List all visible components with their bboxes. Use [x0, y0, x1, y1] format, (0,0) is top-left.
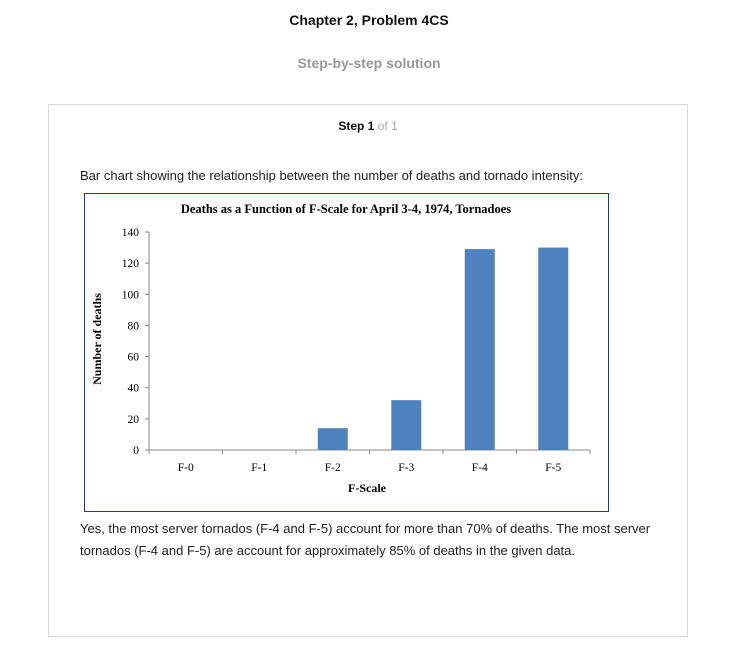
- step-heading: Step 1 of 1: [49, 119, 687, 133]
- intro-text: Bar chart showing the relationship betwe…: [80, 168, 583, 183]
- x-tick-label: F-4: [472, 462, 488, 474]
- y-tick-label: 100: [122, 289, 140, 301]
- chart-frame: Deaths as a Function of F-Scale for Apri…: [84, 193, 609, 512]
- x-tick-label: F-3: [398, 462, 414, 474]
- y-tick-label: 40: [128, 383, 140, 395]
- conclusion-text: Yes, the most server tornados (F-4 and F…: [80, 521, 651, 558]
- bar: [464, 249, 495, 450]
- bar: [538, 247, 569, 450]
- y-tick-label: 20: [128, 414, 140, 426]
- solution-card: Step 1 of 1 Bar chart showing the relati…: [48, 104, 688, 637]
- y-tick-label: 140: [122, 227, 140, 239]
- y-tick-label: 80: [128, 320, 140, 332]
- bar: [317, 428, 348, 450]
- x-tick-label: F-1: [251, 462, 267, 474]
- x-tick-label: F-5: [545, 462, 561, 474]
- x-tick-label: F-0: [178, 462, 194, 474]
- x-tick-label: F-2: [325, 462, 341, 474]
- y-tick-label: 60: [128, 352, 140, 364]
- y-axis-title: Number of deaths: [90, 293, 104, 385]
- y-tick-label: 120: [122, 258, 140, 270]
- x-axis-title: F-Scale: [348, 481, 387, 495]
- bar: [391, 400, 422, 450]
- solution-subtitle: Step-by-step solution: [297, 55, 441, 71]
- step-count: of 1: [377, 119, 398, 133]
- step-label: Step 1: [338, 119, 375, 133]
- chapter-title: Chapter 2, Problem 4CS: [289, 12, 449, 28]
- bar-chart: Deaths as a Function of F-Scale for Apri…: [90, 202, 591, 495]
- chart-title: Deaths as a Function of F-Scale for Apri…: [181, 202, 511, 216]
- y-tick-label: 0: [133, 445, 139, 457]
